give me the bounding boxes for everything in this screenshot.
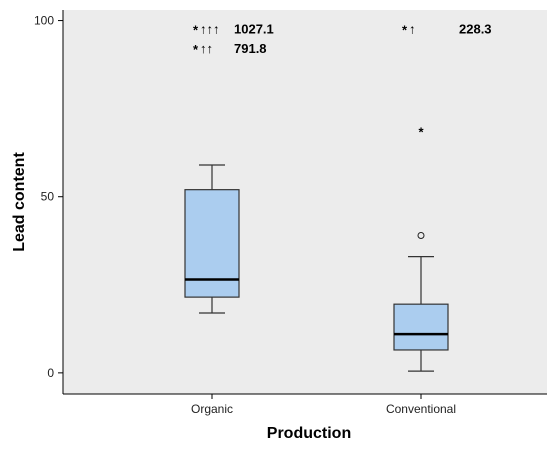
extreme-point: *: [402, 22, 408, 37]
extreme-point: *: [193, 42, 199, 57]
x-tick-label: Conventional: [386, 402, 456, 416]
y-tick-label: 100: [34, 14, 54, 28]
x-tick-label: Organic: [191, 402, 233, 416]
off-scale-arrow: ↑↑↑: [200, 21, 220, 36]
off-scale-arrow: ↑: [409, 21, 416, 36]
x-axis-title: Production: [267, 425, 351, 442]
boxes-layer: * ↑↑↑ 1027.1* ↑↑ 791.8** ↑ 228.3: [184, 21, 492, 372]
outlier-point: [417, 231, 425, 239]
extreme-point: *: [193, 22, 199, 37]
y-tick-label: 50: [41, 190, 55, 204]
off-scale-value-label: 791.8: [234, 41, 267, 56]
x-axis-ticks: Organic Conventional: [191, 394, 456, 416]
box-organic: * ↑↑↑ 1027.1 * ↑↑ 791.8: [184, 21, 274, 314]
y-axis-title: Lead content: [11, 152, 28, 252]
y-axis-ticks: 0 50 100: [34, 14, 63, 380]
off-scale-arrow: ↑↑: [200, 41, 213, 56]
plot-area: [63, 10, 547, 394]
box-conventional: ** ↑ 228.3: [393, 21, 492, 372]
off-scale-value-label: 228.3: [459, 21, 492, 36]
y-tick-label: 0: [47, 366, 54, 380]
iqr-box: [393, 303, 449, 351]
off-scale-value-label: 1027.1: [234, 21, 274, 36]
extreme-point: *: [418, 125, 424, 140]
iqr-box: [184, 189, 240, 298]
